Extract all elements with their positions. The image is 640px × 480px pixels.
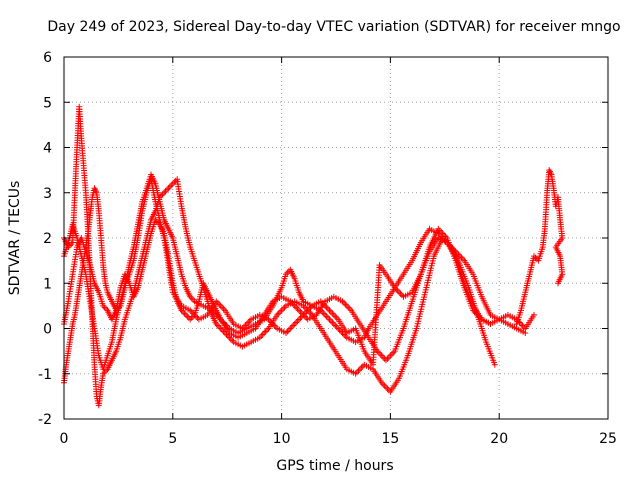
tick-labels: 0 5 10 15 20 25 -2 -1 0 1 2 3 4 5 6 — [38, 50, 617, 447]
y-tick-label: 5 — [43, 95, 52, 111]
data-point — [522, 330, 529, 336]
data-point — [531, 311, 537, 318]
y-axis-label: SDTVAR / TECUs — [7, 181, 23, 296]
data-points — [61, 103, 566, 409]
x-tick-label: 5 — [168, 431, 177, 447]
x-tick-label: 0 — [60, 431, 69, 447]
series-track-d — [61, 176, 494, 373]
data-point — [555, 280, 561, 287]
y-tick-label: 6 — [43, 50, 52, 66]
x-axis-label: GPS time / hours — [276, 458, 393, 474]
data-point — [491, 361, 498, 368]
x-tick-label: 20 — [490, 431, 508, 447]
x-tick-label: 25 — [599, 431, 617, 447]
x-tick-label: 15 — [381, 431, 399, 447]
y-tick-label: 0 — [43, 322, 52, 338]
chart-title: Day 249 of 2023, Sidereal Day-to-day VTE… — [47, 19, 620, 35]
y-tick-label: -2 — [38, 412, 52, 428]
axis-ticks — [63, 56, 609, 420]
series-track-c — [61, 216, 529, 364]
x-tick-label: 10 — [273, 431, 291, 447]
y-tick-label: 2 — [43, 231, 52, 247]
y-tick-label: 1 — [43, 276, 52, 292]
y-tick-label: -1 — [38, 367, 52, 383]
series-track-b — [61, 103, 498, 409]
y-tick-label: 3 — [43, 186, 52, 202]
y-tick-label: 4 — [43, 141, 52, 157]
data-point — [487, 321, 494, 327]
series-track-e — [513, 167, 566, 327]
